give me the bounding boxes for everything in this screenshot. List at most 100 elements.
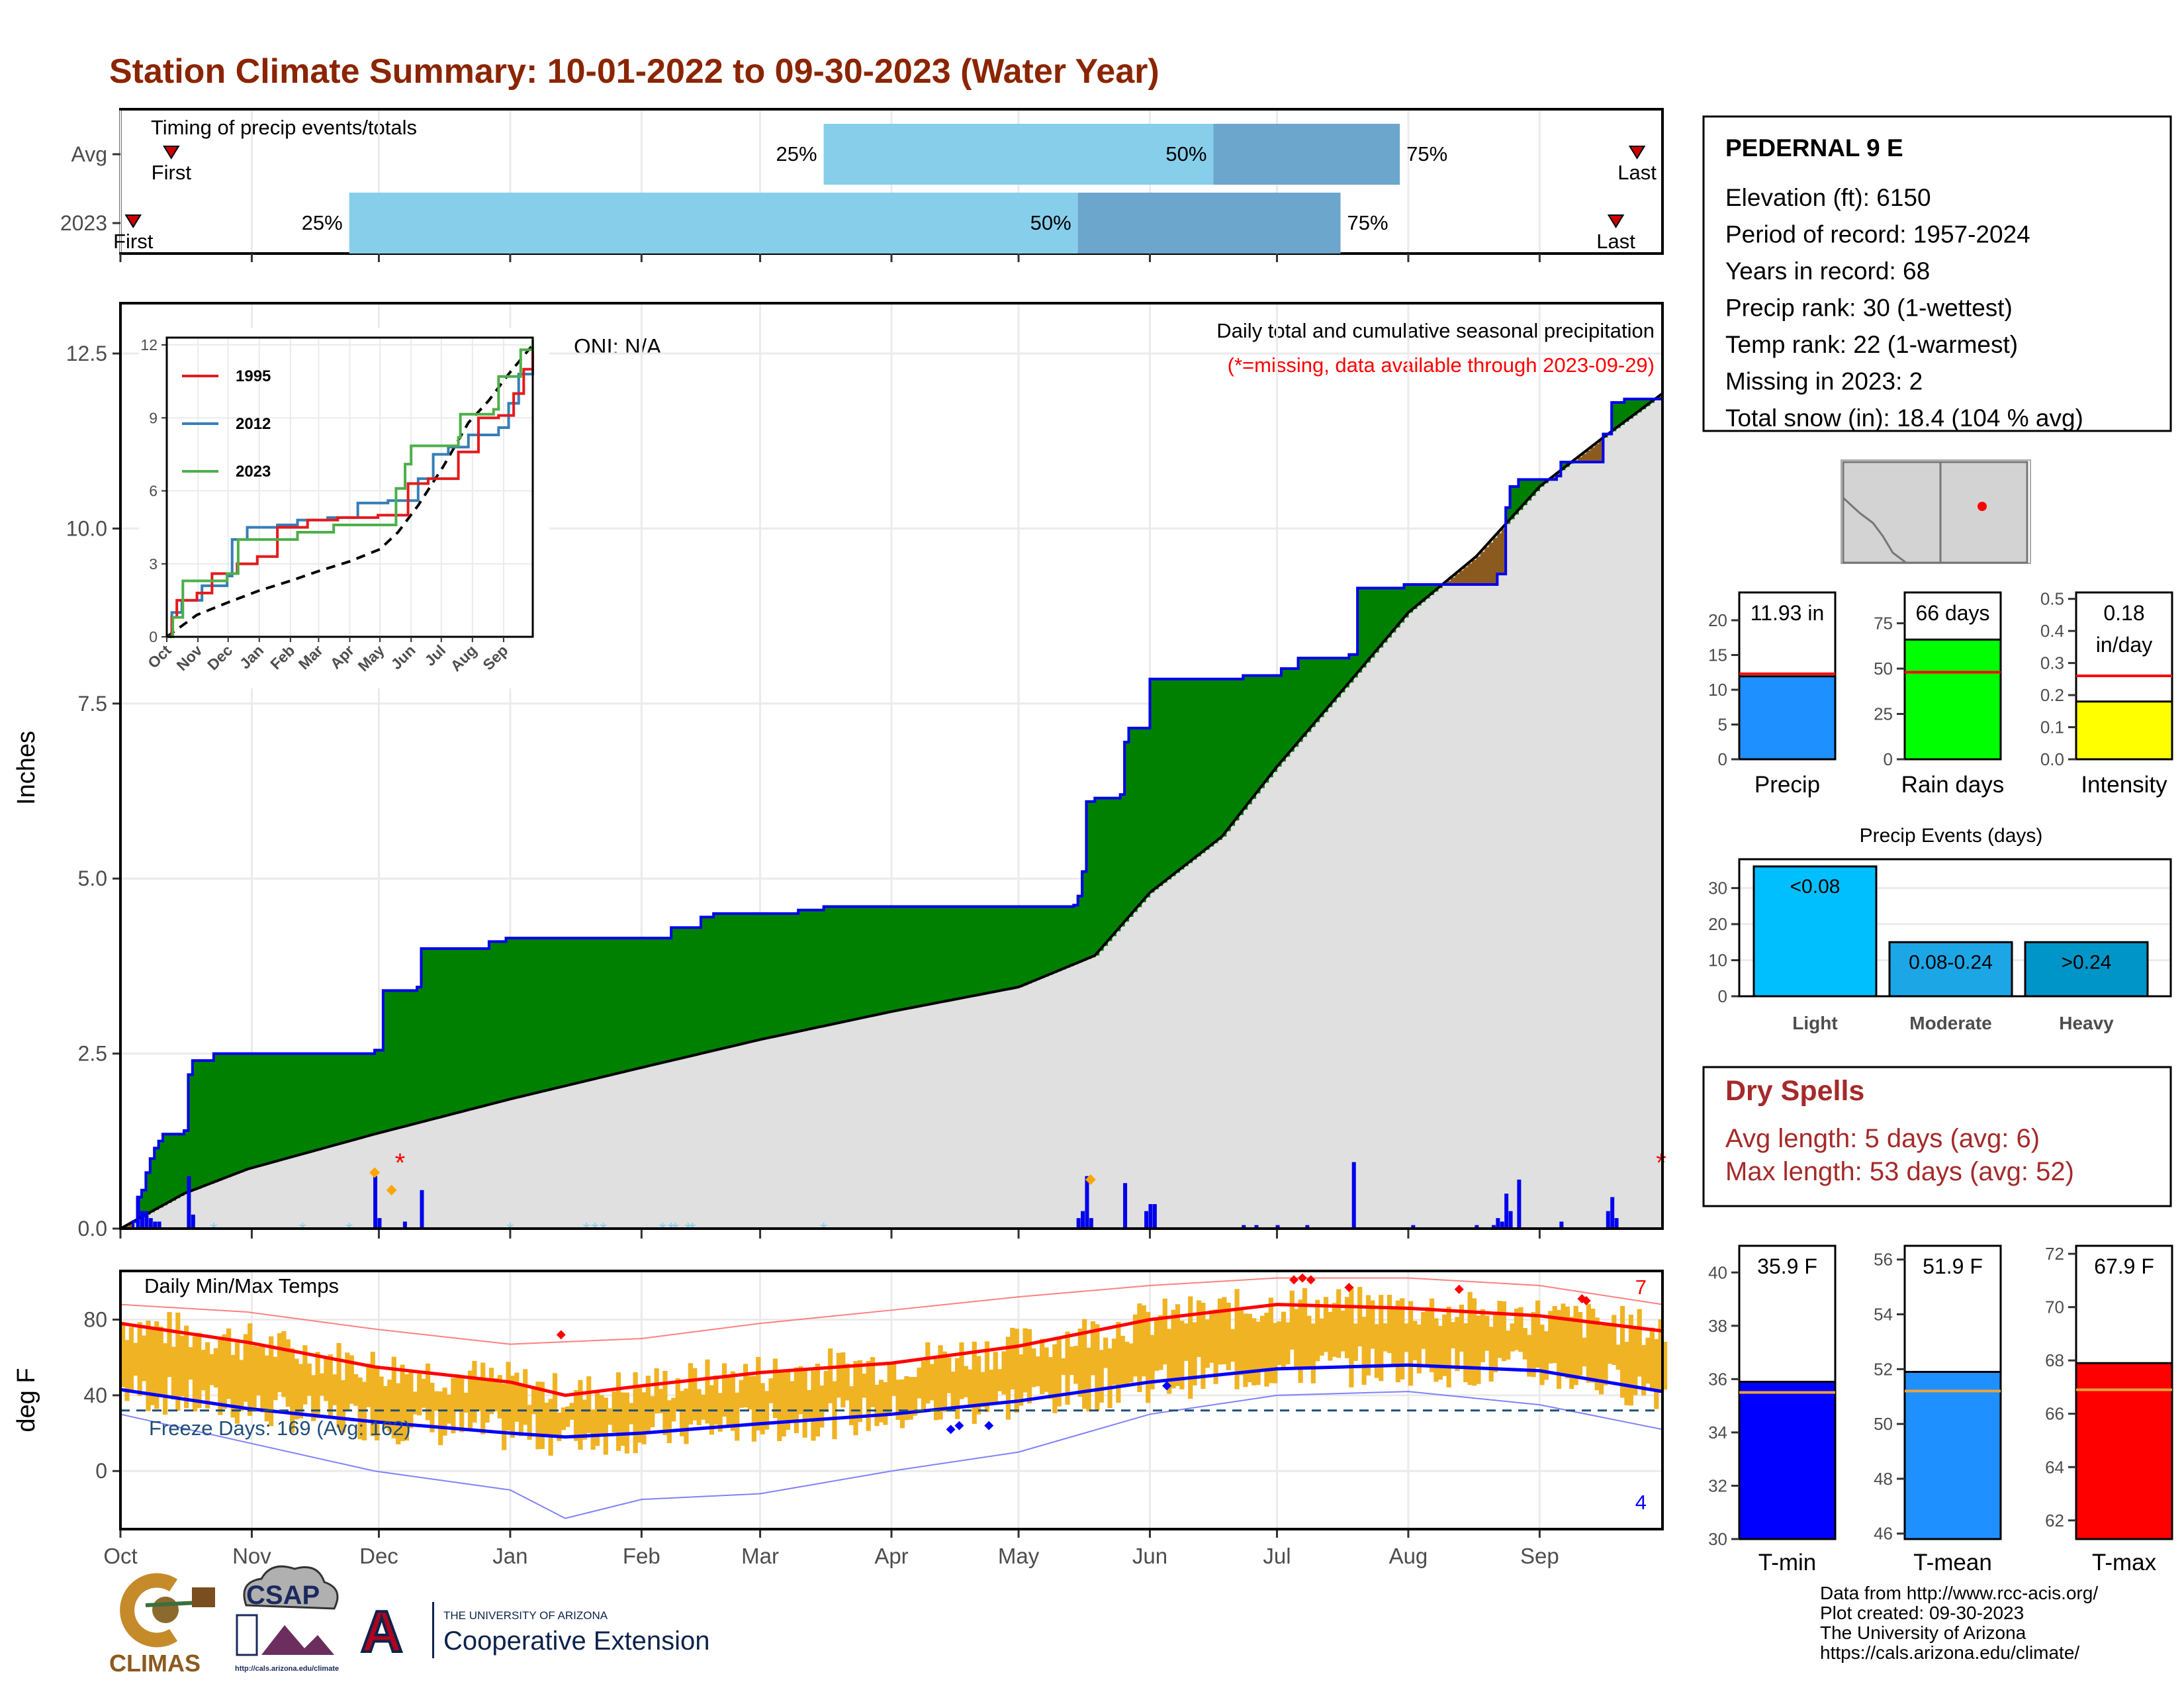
mini-bar-value [2075,700,2173,761]
mini-bar-ytick-label: 0.0 [2040,749,2064,769]
temp-bar-value [1903,1370,2002,1540]
temp-bar-category-label: T-max [2092,1550,2157,1575]
hot-count-label: 7 [1635,1276,1647,1299]
dry-spells-title: Dry Spells [1725,1075,1864,1107]
temp-bar-ytick-label: 46 [1874,1524,1893,1544]
mini-bar-rain-days: 66 days 0 25 50 75 Rain days [1874,591,2004,798]
timing-row-label: 2023 [60,211,107,235]
station-name: PEDERNAL 9 E [1725,134,1903,162]
events-ytick-label: 30 [1708,878,1727,898]
daily-precip-bar [1496,1218,1500,1229]
mini-bar-unit-label: in/day [2096,633,2152,657]
temp-bar-ytick-label: 62 [2045,1511,2064,1530]
csap-logo: CSAP http://cals.arizona.edu/climate [235,1565,339,1673]
mini-bar-ytick-label: 0.5 [2040,589,2064,609]
first-event-label: First [152,161,192,184]
daily-precip-bar [373,1176,378,1229]
precip-ytick-label: 2.5 [78,1042,107,1066]
mini-bar-intensity: 0.18 in/day 0.0 0.1 0.2 0.3 0.4 0.5 Intensity [2040,589,2173,798]
mini-bar-category-label: Intensity [2081,772,2167,798]
mini-bar-ytick-label: 75 [1874,614,1893,633]
temp-bar-ytick-label: 48 [1874,1469,1893,1489]
station-lines: Elevation (ft): 6150 Period of record: 19… [1725,184,2083,432]
inset-ytick-label: 0 [149,628,158,645]
average-max-line [120,1303,1663,1397]
snow-event-marker [386,1184,397,1196]
events-ytick-label: 0 [1718,986,1727,1006]
inset-ytick-label: 12 [140,336,158,353]
temp-ylabel: deg F [13,1368,40,1432]
precip-ytick-label: 10.0 [66,516,107,540]
mini-bar-category-label: Precip [1754,772,1820,798]
daily-precip-bar [1508,1211,1513,1229]
events-ytick-label: 20 [1708,914,1727,934]
temp-bar-category-label: T-min [1758,1550,1817,1575]
station-info-line: Elevation (ft): 6150 [1725,184,1931,211]
events-category-label: Moderate [1909,1013,1991,1033]
daily-precip-bar [1614,1218,1619,1229]
mini-bar-value-label: 11.93 in [1751,601,1825,625]
footer-credits: Data from http://www.rcc-acis.org/ Plot … [1820,1583,2098,1663]
footer-line-data-source: Data from http://www.rcc-acis.org/ [1820,1583,2099,1603]
dry-spells-avg: Avg length: 5 days (avg: 6) [1725,1124,2040,1153]
mini-bar-ytick-label: 5 [1718,715,1727,735]
temp-bar-ytick-label: 68 [2045,1350,2064,1370]
footer-line-plot-created: Plot created: 09-30-2023 [1820,1603,2025,1623]
temp-bar-value-label: 67.9 F [2094,1254,2154,1278]
mini-bar-ytick-label: 0.1 [2040,718,2064,737]
mini-bar-ytick-label: 20 [1708,610,1727,630]
station-info-line: Precip rank: 30 (1-wettest) [1725,295,2013,322]
timing-panel: Timing of precip events/totals 25% 50% 75%… [60,108,1664,262]
temp-frame [119,1270,1664,1530]
record-high-marker [1289,1275,1299,1285]
inset-series-1995 [167,350,534,638]
record-low-marker [1162,1381,1172,1391]
daily-precip-bar [1148,1203,1153,1229]
daily-precip-bar [1491,1225,1496,1229]
daily-precip-bar [1144,1211,1149,1229]
daily-precip-bar [153,1221,158,1229]
temp-bar-ytick-label: 38 [1708,1316,1727,1336]
ua-big-text: Cooperative Extension [443,1626,709,1656]
station-info-box: PEDERNAL 9 E Elevation (ft): 6150 Period … [1702,115,2172,432]
first-event-label: First [113,230,154,253]
timing-bar-25-50 [349,193,1078,254]
temp-bar-category-label: T-mean [1913,1550,1992,1575]
precip-ytick-label: 7.5 [78,692,107,716]
precip-ytick-label: 5.0 [78,867,107,890]
temp-bar-ytick-label: 34 [1708,1423,1727,1442]
daily-precip-bar [1123,1183,1128,1229]
inset-ytick-label: 3 [149,555,158,573]
missing-data-marker: * [395,1149,406,1178]
temp-bar-value [2075,1362,2173,1540]
month-axis-label: Jul [1263,1544,1291,1568]
month-axis-label: Apr [874,1544,908,1568]
daily-precip-bar [1517,1179,1522,1229]
precip-annotation-missing: (*=missing, data available through 2023-… [1228,353,1655,377]
timing-row-label: Avg [71,142,107,166]
average-cumulative-line [120,392,1664,1230]
daily-precip-bar [191,1214,195,1229]
temp-bar-ytick-label: 36 [1708,1369,1727,1389]
dry-spells-max: Max length: 53 days (avg: 52) [1725,1157,2074,1186]
footer-line-university: The University of Arizona [1820,1622,2026,1643]
daily-precip-bar [140,1211,145,1229]
locator-map [1841,459,2031,564]
mini-bar-ytick-label: 0 [1718,749,1727,769]
inset-legend-label: 2023 [236,463,271,481]
daily-precip-bar [1076,1218,1081,1229]
temp-bar-value-label: 35.9 F [1757,1254,1817,1278]
record-low-marker [984,1421,994,1430]
last-event-label: Last [1617,161,1657,184]
inset-average-line [165,344,534,638]
events-frame [1738,858,2172,998]
ua-a-icon: A [361,1599,403,1664]
daily-precip-bar [377,1218,382,1229]
events-ytick-label: 10 [1708,951,1727,970]
events-bar-label: >0.24 [2062,951,2112,973]
daily-precip-bar [1089,1218,1093,1229]
events-category-label: Heavy [2059,1013,2114,1033]
temp-bar-ytick-label: 52 [1874,1359,1893,1379]
